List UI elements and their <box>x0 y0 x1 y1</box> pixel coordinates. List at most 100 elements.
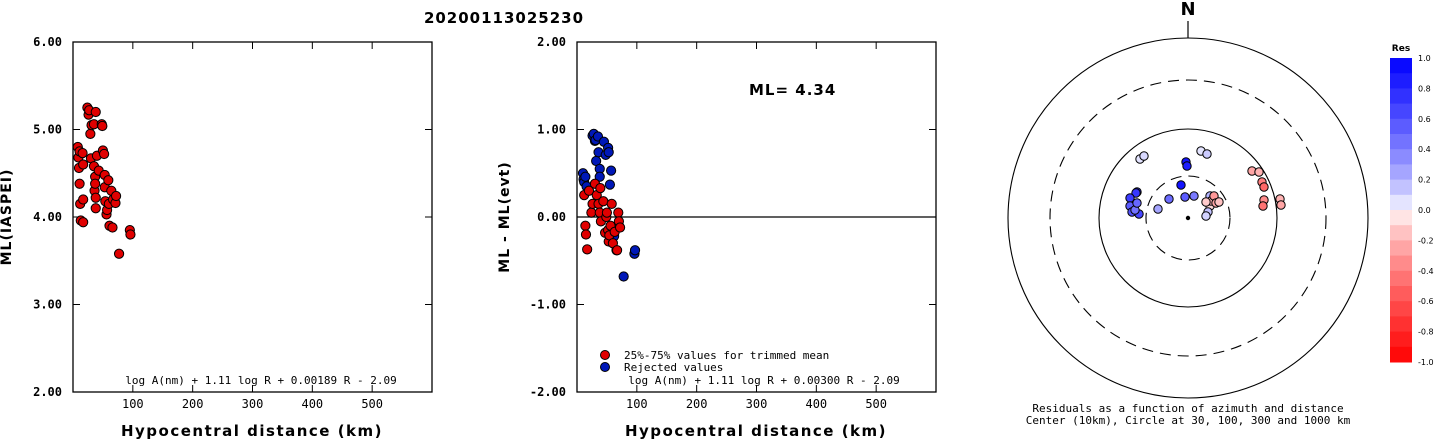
data-point-red <box>110 190 122 202</box>
colorbar-band <box>1390 179 1412 196</box>
data-point-red <box>611 245 623 256</box>
data-point-red <box>586 207 597 218</box>
station-residual-marker <box>1182 161 1192 171</box>
data-point-red <box>78 194 89 205</box>
station-residual-marker <box>1258 201 1268 211</box>
data-point-red <box>601 207 613 218</box>
data-point-blue <box>618 271 629 282</box>
data-point-blue <box>603 147 614 158</box>
residuals-vs-distance-panel: 100 200 300 400 500 -2.00 -1.00 0.00 1.00 2.00 ML… <box>497 35 937 440</box>
ring-300km <box>1049 79 1327 357</box>
station-residual-marker <box>1164 194 1174 204</box>
x-tick-label: 300 <box>242 397 264 411</box>
figure-title: 20200113025230 <box>424 9 584 27</box>
colorbar-tick-label: -0.8 <box>1418 328 1434 337</box>
data-point-red <box>107 222 118 233</box>
colorbar-band <box>1390 301 1412 317</box>
y-tick-label: -1.00 <box>530 298 566 312</box>
x-axis-label: Hypocentral distance (km) <box>121 422 383 440</box>
data-point-red <box>90 106 101 118</box>
legend-label-trimmed: 25%-75% values for trimmed mean <box>624 349 829 362</box>
colorbar-band <box>1390 346 1412 363</box>
data-point-red <box>613 207 624 218</box>
colorbar-band <box>1390 331 1412 348</box>
data-point-red <box>78 217 89 228</box>
data-point-red <box>125 229 136 240</box>
data-point-red <box>90 192 101 203</box>
colorbar-tick-label: 0.0 <box>1418 206 1431 215</box>
colorbar-tick-label: 0.8 <box>1418 84 1431 93</box>
y-tick-label: 0.00 <box>537 210 566 224</box>
caption-line-1: Residuals as a function of azimuth and d… <box>1032 402 1343 415</box>
ring-30km <box>1145 175 1231 261</box>
colorbar-band <box>1390 88 1412 105</box>
station-residual-marker <box>1202 149 1212 159</box>
colorbar-band <box>1390 58 1412 74</box>
y-tick-label: 6.00 <box>33 35 62 49</box>
x-tick-label: 100 <box>122 397 144 411</box>
data-point-red <box>103 175 114 186</box>
y-axis-label: ML - ML(evt) <box>497 161 513 272</box>
colorbar-title: Res <box>1392 44 1410 54</box>
colorbar-band <box>1390 73 1412 89</box>
data-point-red <box>97 120 108 132</box>
x-tick-label: 100 <box>626 397 648 411</box>
x-tick-label: 200 <box>686 397 708 411</box>
colorbar-band <box>1390 103 1412 120</box>
ring-100km <box>1098 128 1278 308</box>
colorbar-band <box>1390 149 1412 165</box>
x-tick-label: 300 <box>746 397 768 411</box>
colorbar-tick-label: -0.4 <box>1418 267 1434 276</box>
x-axis-label: Hypocentral distance (km) <box>625 422 887 440</box>
data-point-blue <box>580 171 591 182</box>
data-point-red <box>77 148 88 159</box>
station-residual-marker <box>1214 197 1224 207</box>
data-point-red <box>582 244 593 255</box>
station-residual-marker <box>1132 198 1142 208</box>
colorbar-band <box>1390 316 1412 333</box>
y-tick-label: 1.00 <box>537 123 566 137</box>
data-point-red <box>606 198 617 209</box>
x-tick-label: 500 <box>865 397 887 411</box>
colorbar-band <box>1390 255 1412 272</box>
ml-annotation: ML= 4.34 <box>749 81 836 99</box>
x-tick-label: 400 <box>805 397 827 411</box>
data-point-red <box>90 203 101 214</box>
x-tick-label: 500 <box>361 397 383 411</box>
station-residual-marker <box>1276 200 1286 210</box>
y-tick-label: 2.00 <box>537 35 566 49</box>
data-point-red <box>580 220 591 231</box>
data-point-red <box>99 148 110 160</box>
data-point-red <box>90 178 101 189</box>
plot-frame <box>72 41 433 393</box>
legend-marker-red <box>600 350 610 360</box>
station-residual-marker <box>1201 197 1211 207</box>
y-tick-label: -2.00 <box>530 385 566 399</box>
y-tick-label: 3.00 <box>33 298 62 312</box>
x-tick-label: 200 <box>182 397 204 411</box>
formula-label: log A(nm) + 1.11 log R + 0.00189 R - 2.0… <box>125 374 397 387</box>
data-point-red <box>614 222 626 233</box>
data-point-red <box>113 248 125 259</box>
colorbar-tick-label: 0.2 <box>1418 176 1431 185</box>
station-residual-marker <box>1176 180 1186 190</box>
ring-1000km <box>1007 37 1369 399</box>
colorbar-band <box>1390 118 1412 135</box>
station-residual-marker <box>1189 191 1199 201</box>
colorbar-band <box>1390 134 1412 150</box>
caption-line-2: Center (10km), Circle at 30, 100, 300 an… <box>1026 414 1351 427</box>
colorbar-tick-label: -1.0 <box>1418 358 1434 367</box>
colorbar-band <box>1390 164 1412 181</box>
colorbar-band <box>1390 210 1412 226</box>
y-tick-label: 5.00 <box>33 123 62 137</box>
data-point-blue <box>604 179 616 190</box>
data-point-red <box>595 183 606 194</box>
colorbar-tick-label: 0.4 <box>1418 145 1431 154</box>
colorbar-tick-label: -0.6 <box>1418 297 1434 306</box>
colorbar-band <box>1390 240 1412 257</box>
colorbar-band <box>1390 225 1412 241</box>
azimuth-polar-panel: N Residuals as a function of azimuth and… <box>1007 0 1369 427</box>
north-label: N <box>1180 0 1195 20</box>
colorbar-band <box>1390 286 1412 302</box>
